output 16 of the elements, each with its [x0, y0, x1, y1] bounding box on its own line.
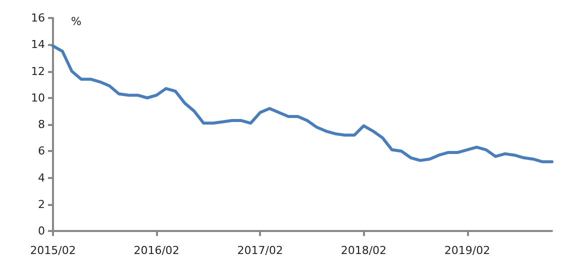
y-tick-label: 16 [31, 12, 45, 24]
x-tick-label: 2019/02 [444, 244, 490, 257]
y-tick-label: 4 [38, 171, 45, 184]
y-axis-title: % [71, 15, 82, 28]
x-tick-label: 2016/02 [134, 244, 180, 257]
y-tick-label: 10 [31, 91, 45, 104]
y-tick-label: 0 [38, 224, 45, 238]
y-tick-label: 8 [38, 118, 45, 131]
y-tick-label: 12 [31, 64, 45, 78]
y-tick-label: 2 [38, 198, 45, 211]
y-tick-label: 6 [38, 144, 45, 158]
x-tick-label: 2018/02 [340, 244, 387, 257]
x-tick-label: 2017/02 [237, 244, 283, 257]
x-tick-label: 2015/02 [30, 244, 76, 257]
y-tick-label: 14 [31, 38, 45, 52]
line-series [52, 44, 554, 164]
